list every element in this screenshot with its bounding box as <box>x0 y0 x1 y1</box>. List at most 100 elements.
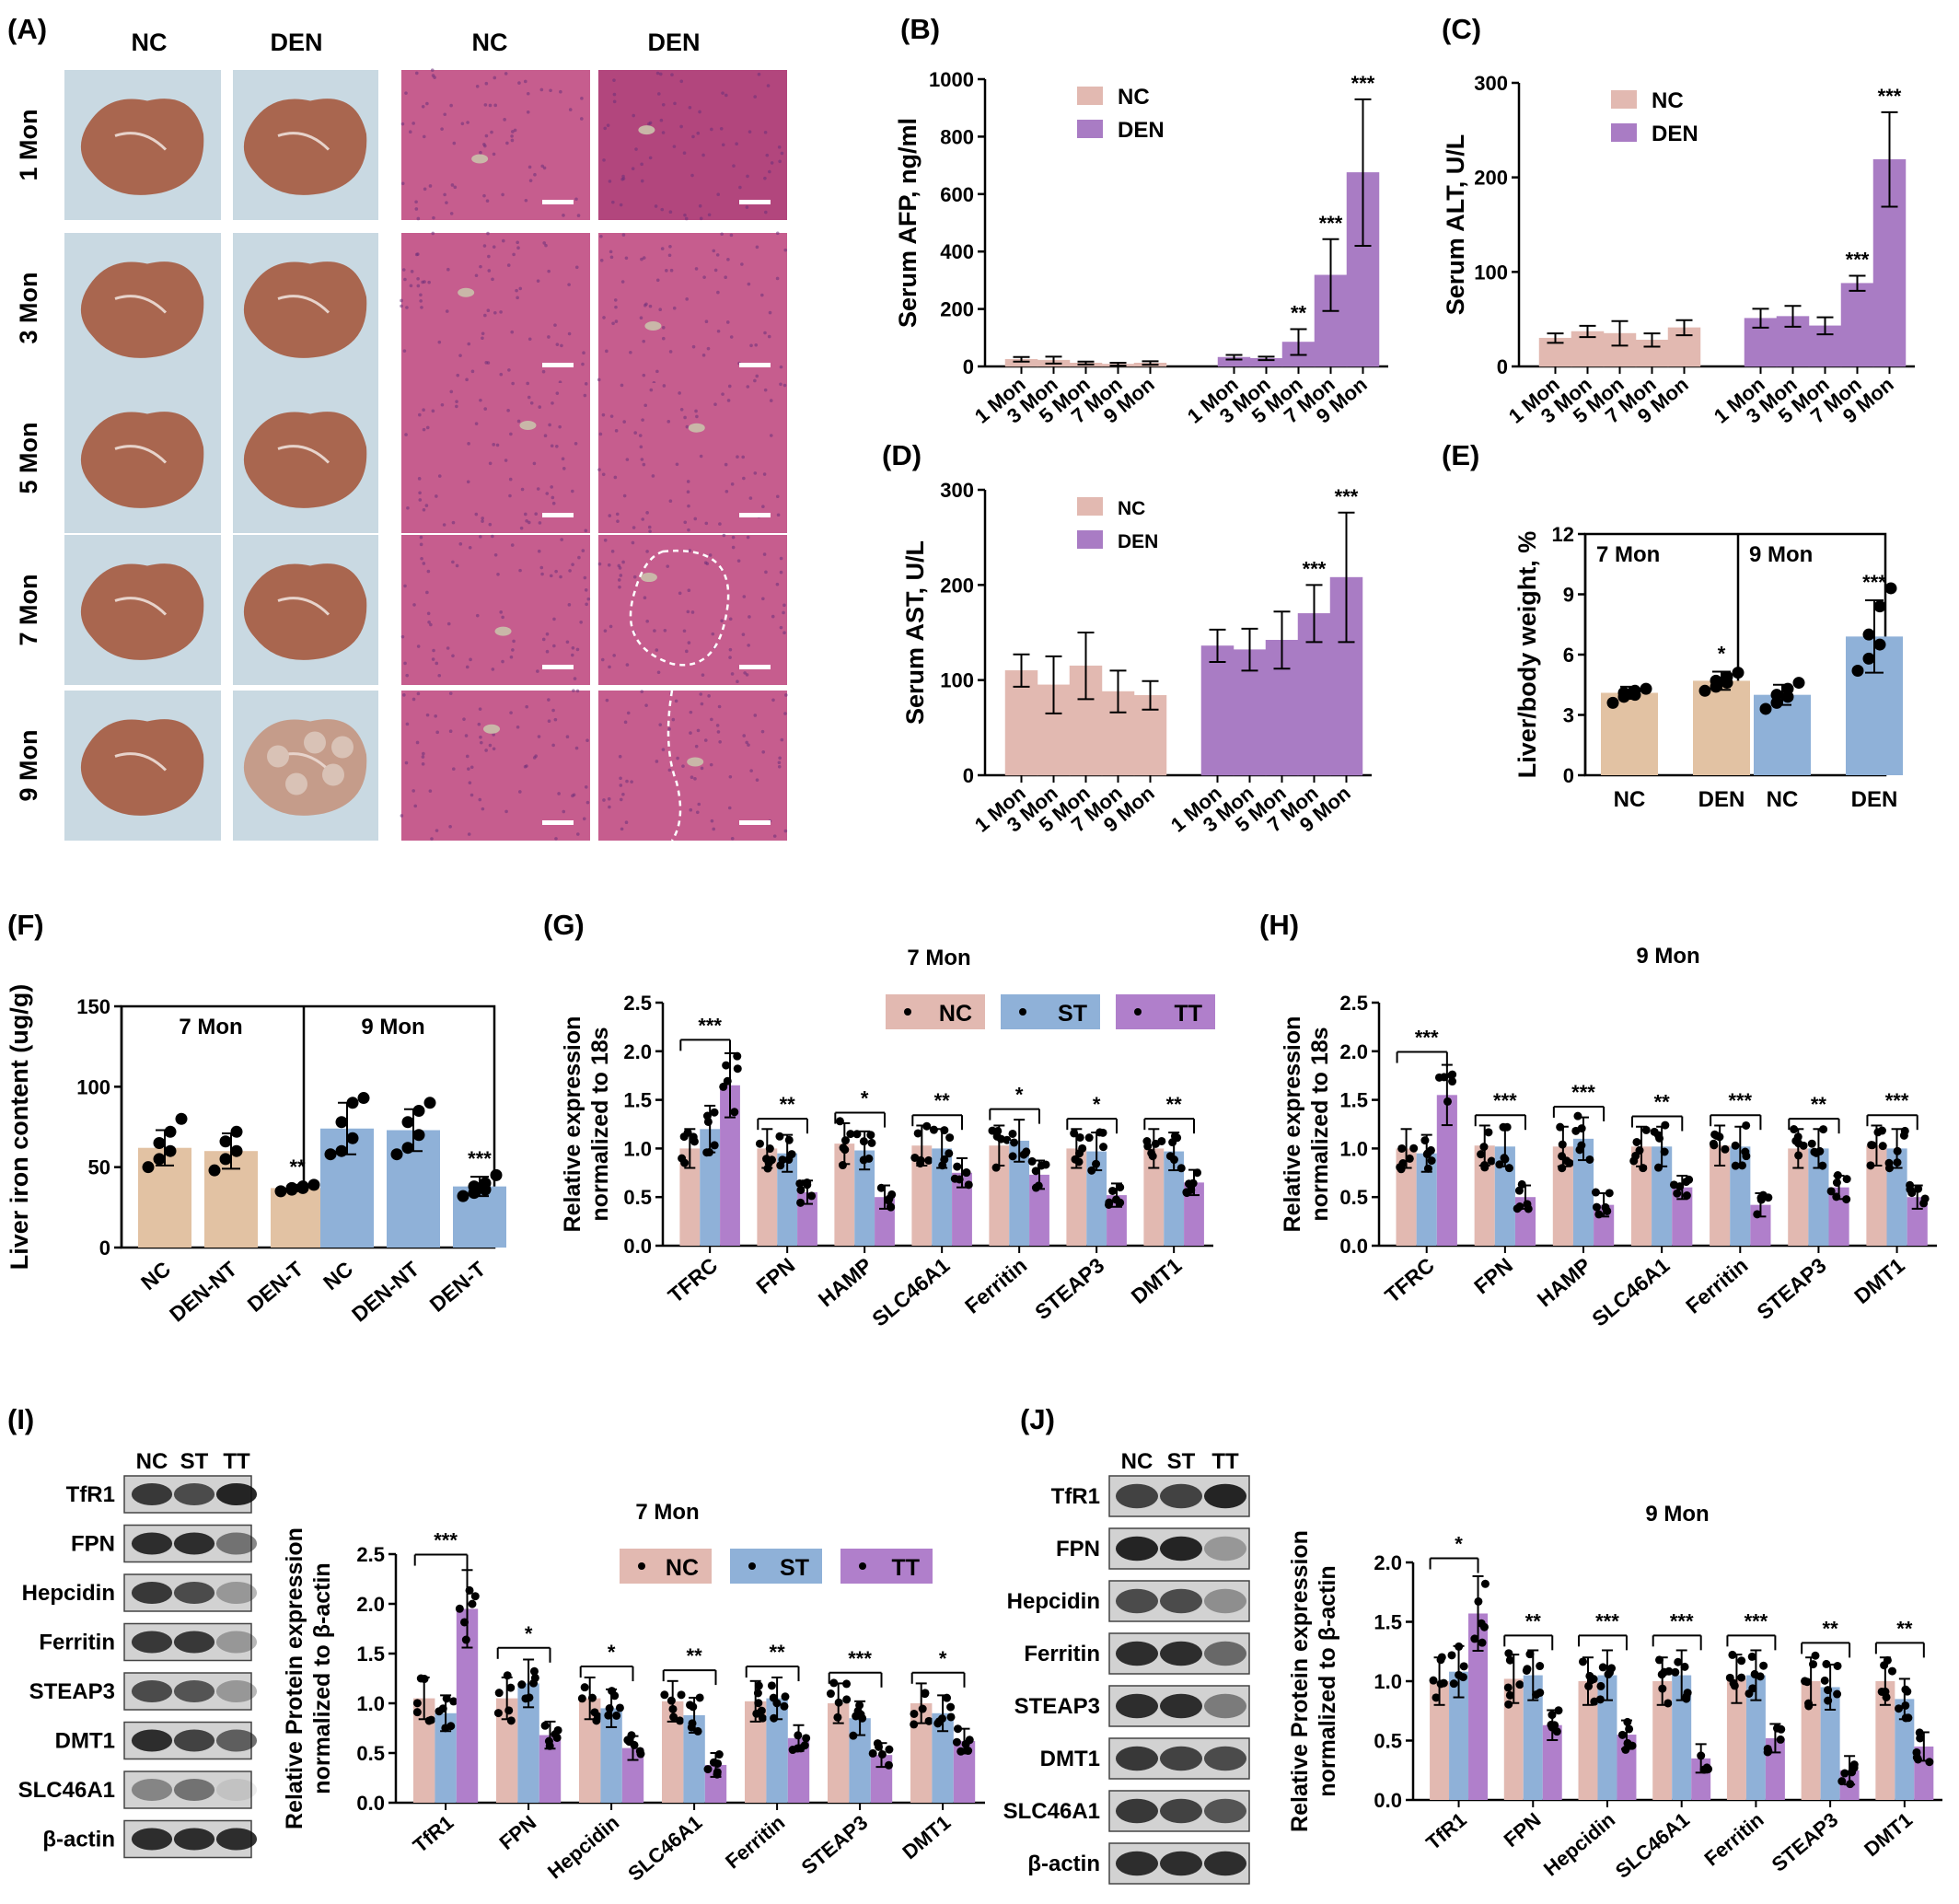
data-point <box>1866 1161 1875 1170</box>
legend-dot <box>1134 1008 1142 1016</box>
data-point <box>1824 1696 1833 1705</box>
data-point <box>1420 1136 1430 1145</box>
nucleus <box>755 374 759 378</box>
nucleus <box>686 490 690 493</box>
bar <box>1468 1613 1489 1800</box>
data-point <box>1071 1155 1080 1164</box>
nucleus <box>647 525 652 529</box>
y-tick-label: 0 <box>99 1236 110 1260</box>
nucleus <box>661 102 666 107</box>
protein-band <box>1203 1588 1247 1614</box>
data-point <box>1594 1210 1604 1219</box>
data-point <box>733 1064 742 1074</box>
nucleus <box>460 122 465 126</box>
data-point <box>719 1082 728 1091</box>
nucleus <box>405 673 410 678</box>
nucleus <box>415 740 420 745</box>
data-point <box>442 1694 451 1703</box>
nucleus <box>779 365 783 369</box>
nucleus <box>672 306 677 310</box>
protein-band <box>1159 1693 1203 1719</box>
nucleus <box>526 91 530 96</box>
data-point <box>219 1153 232 1166</box>
legend-label-nc: NC <box>1118 498 1145 519</box>
data-point <box>1470 1634 1479 1643</box>
nucleus <box>600 657 605 662</box>
data-point <box>1505 1655 1514 1665</box>
nucleus <box>524 198 528 203</box>
significance-mark: ** <box>1525 1609 1542 1632</box>
significance-mark: *** <box>1846 248 1870 271</box>
data-point <box>1188 1178 1198 1188</box>
data-point <box>457 1190 469 1202</box>
nucleus <box>606 123 610 127</box>
data-point <box>164 1144 177 1157</box>
nucleus <box>653 629 656 633</box>
nucleus <box>536 487 540 491</box>
data-point <box>876 1183 886 1192</box>
data-point <box>153 1136 166 1149</box>
bar <box>932 1148 953 1246</box>
band-label: DMT1 <box>1040 1747 1100 1771</box>
band-label: STEAP3 <box>29 1679 115 1704</box>
protein-band <box>131 1680 173 1702</box>
nucleus <box>607 563 611 567</box>
data-point <box>1550 1721 1559 1730</box>
data-point <box>723 1076 732 1086</box>
nucleus <box>537 549 541 553</box>
he-section-den <box>598 70 787 220</box>
data-point <box>1792 677 1805 690</box>
y-axis-title: Liver/body weight, % <box>1513 531 1541 779</box>
nucleus <box>416 644 421 648</box>
nucleus <box>694 267 699 271</box>
nucleus <box>742 476 746 481</box>
data-point <box>1698 684 1711 697</box>
scale-bar <box>542 820 574 825</box>
nucleus <box>402 693 406 697</box>
data-point <box>1682 1178 1691 1187</box>
nucleus <box>693 777 697 781</box>
band-label: SLC46A1 <box>1003 1799 1100 1824</box>
nucleus <box>427 280 431 284</box>
nucleus <box>456 373 460 377</box>
data-point <box>1837 1777 1847 1786</box>
nucleus <box>525 519 528 523</box>
x-tick-label: STEAP3 <box>1768 1808 1843 1876</box>
data-point <box>938 1161 947 1170</box>
nucleus <box>661 336 666 341</box>
data-point <box>175 1112 188 1125</box>
nucleus <box>619 203 623 207</box>
nucleus <box>508 493 512 498</box>
data-point <box>1556 1122 1565 1132</box>
data-point <box>1925 1758 1934 1767</box>
nucleus <box>431 409 435 413</box>
nucleus <box>712 249 716 253</box>
nucleus <box>581 549 585 552</box>
nucleus <box>704 319 709 324</box>
protein-band <box>1203 1536 1247 1562</box>
nucleus <box>400 304 403 308</box>
data-point <box>754 1699 763 1708</box>
y-tick-label: 1.0 <box>1374 1670 1402 1693</box>
nucleus <box>448 825 452 829</box>
nucleus <box>624 820 629 825</box>
data-point <box>1880 1661 1889 1670</box>
data-point <box>1598 1663 1607 1672</box>
data-point <box>924 1716 933 1725</box>
x-tick-label: DMT1 <box>1860 1808 1917 1862</box>
nucleus <box>695 810 700 815</box>
data-point <box>1432 1693 1441 1702</box>
data-point <box>274 1185 287 1198</box>
liver-tissue <box>243 563 367 660</box>
data-point <box>636 1749 645 1759</box>
nucleus <box>602 158 606 162</box>
data-point <box>1697 1751 1706 1760</box>
protein-band <box>131 1828 173 1851</box>
data-point <box>1862 628 1875 641</box>
data-point <box>1756 1193 1766 1202</box>
nucleus <box>729 233 734 238</box>
nucleus <box>697 802 701 807</box>
nucleus <box>679 124 683 129</box>
significance-mark: *** <box>1571 1081 1595 1104</box>
